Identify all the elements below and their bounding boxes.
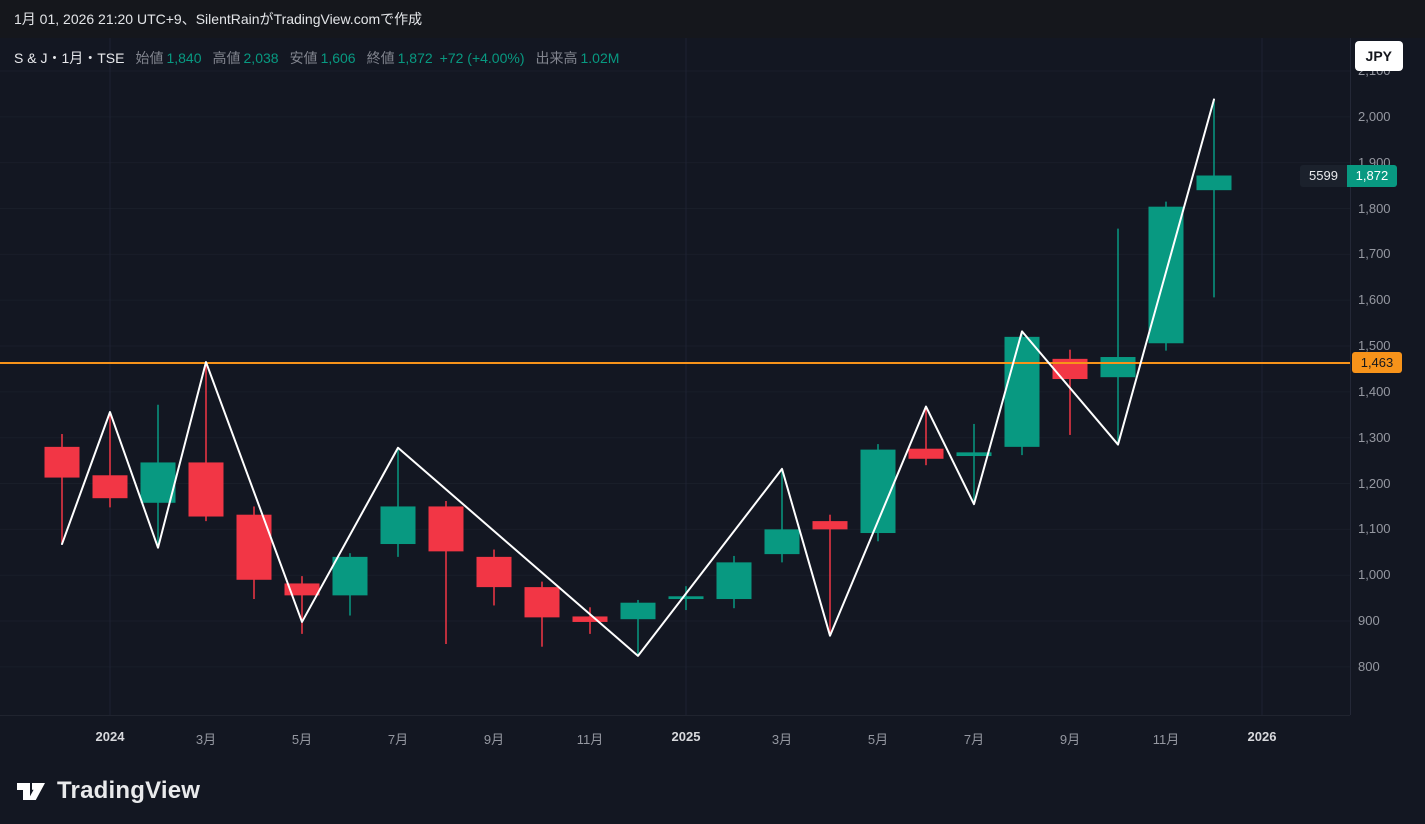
ohlc-open: 始値 1,840 — [135, 48, 201, 68]
time-tick-label[interactable]: 9月 — [1059, 732, 1081, 747]
candle-body[interactable] — [1100, 357, 1136, 378]
time-tick-label[interactable]: 11月 — [576, 732, 604, 747]
time-tick-label[interactable]: 3月 — [771, 732, 793, 747]
high-value: 2,038 — [243, 50, 279, 66]
symbol-title[interactable]: S & J・1月・TSE — [14, 50, 125, 66]
candle-body[interactable] — [956, 452, 992, 457]
candle-body[interactable] — [428, 506, 464, 552]
close-value: 1,872 — [397, 50, 433, 66]
time-axis[interactable]: 2024 3月 5月 7月 9月 11月 2025 3月 5月 7月 9月 11月 2026 — [0, 715, 1350, 758]
time-tick-label[interactable]: 7月 — [387, 732, 409, 747]
time-tick-label[interactable]: 2026 — [1247, 729, 1277, 744]
chart-legend: S & J・1月・TSE 始値 1,840 高値 2,038 安値 1,606 終値 1… — [14, 48, 619, 68]
candle-body[interactable] — [188, 462, 224, 517]
candle-body[interactable] — [332, 556, 368, 596]
price-tick-label: 1,400 — [1358, 383, 1391, 399]
tradingview-logo-icon — [17, 783, 45, 800]
price-tick-label: 1,000 — [1358, 567, 1391, 583]
low-label: 安値 — [289, 50, 318, 66]
price-tick-label: 1,100 — [1358, 521, 1391, 537]
level-price-label: 1,463 — [1352, 351, 1402, 373]
time-tick-label[interactable]: 5月 — [867, 732, 889, 747]
low-value: 1,606 — [320, 50, 356, 66]
attribution-bar: 1月 01, 2026 21:20 UTC+9、SilentRainがTradi… — [0, 0, 1425, 38]
price-tick-label: 1,200 — [1358, 475, 1391, 491]
volume-label: 出来高 — [535, 50, 578, 66]
symbol-code-badge: 5599 — [1300, 164, 1347, 187]
candle-body[interactable] — [764, 529, 800, 555]
ohlc-low: 安値 1,606 — [290, 48, 356, 68]
candle-body[interactable] — [1004, 336, 1040, 447]
open-label: 始値 — [135, 50, 164, 66]
tradingview-logo[interactable]: TradingView — [14, 774, 200, 808]
time-tick-label[interactable]: 9月 — [483, 732, 505, 747]
candle-body[interactable] — [380, 506, 416, 545]
attribution-text: 1月 01, 2026 21:20 UTC+9、SilentRainがTradi… — [14, 11, 423, 27]
volume-field: 出来高 1.02M — [536, 48, 620, 68]
open-value: 1,840 — [166, 50, 202, 66]
candle-body[interactable] — [572, 616, 608, 622]
price-tick-label: 1,300 — [1358, 429, 1391, 445]
high-label: 高値 — [212, 50, 241, 66]
price-tick-label: 1,600 — [1358, 292, 1391, 308]
time-tick-label[interactable]: 3月 — [195, 732, 217, 747]
candle-body[interactable] — [92, 475, 128, 499]
price-tick-label: 1,800 — [1358, 200, 1391, 216]
ohlc-close: 終値 1,872 — [367, 48, 433, 68]
candle-body[interactable] — [1196, 175, 1232, 191]
zigzag-line[interactable] — [61, 98, 1215, 657]
candle-body[interactable] — [44, 446, 80, 478]
change-value: +72 (+4.00%) — [439, 50, 525, 66]
price-tick-label: 1,500 — [1358, 338, 1391, 354]
time-tick-label[interactable]: 2025 — [671, 729, 701, 744]
price-tick-label: 1,700 — [1358, 246, 1391, 262]
plot-canvas[interactable] — [0, 38, 1350, 715]
last-price-row: 5599 1,872 — [1300, 164, 1397, 187]
footer-bar: TradingView — [0, 758, 1425, 824]
currency-button[interactable]: JPY — [1354, 41, 1403, 71]
ohlc-high: 高値 2,038 — [213, 48, 279, 68]
candle-body[interactable] — [1052, 358, 1088, 380]
time-tick-label[interactable]: 11月 — [1152, 732, 1180, 747]
candle-body[interactable] — [812, 521, 848, 530]
tradingview-logo-text: TradingView — [57, 777, 201, 804]
candle-body[interactable] — [908, 448, 944, 459]
price-axis[interactable]: 800 900 1,000 1,100 1,200 1,300 1,400 1,500 1,60… — [1350, 38, 1425, 715]
candle-body[interactable] — [716, 562, 752, 600]
time-tick-label[interactable]: 7月 — [963, 732, 985, 747]
candle-body[interactable] — [668, 596, 704, 600]
time-tick-label[interactable]: 5月 — [291, 732, 313, 747]
price-tick-label: 800 — [1358, 658, 1380, 674]
candle-body[interactable] — [284, 583, 320, 596]
candle-body[interactable] — [140, 462, 176, 503]
price-tick-label: 900 — [1358, 613, 1380, 629]
chart-region: S & J・1月・TSE 始値 1,840 高値 2,038 安値 1,606 終値 1… — [0, 38, 1425, 758]
close-label: 終値 — [366, 50, 395, 66]
candle-body[interactable] — [620, 602, 656, 620]
last-price-label: 1,872 — [1346, 164, 1397, 187]
candle-body[interactable] — [476, 556, 512, 588]
price-tick-label: 2,000 — [1358, 108, 1391, 124]
volume-value: 1.02M — [580, 50, 620, 66]
time-tick-label[interactable]: 2024 — [95, 729, 125, 744]
candle-body[interactable] — [524, 587, 560, 618]
